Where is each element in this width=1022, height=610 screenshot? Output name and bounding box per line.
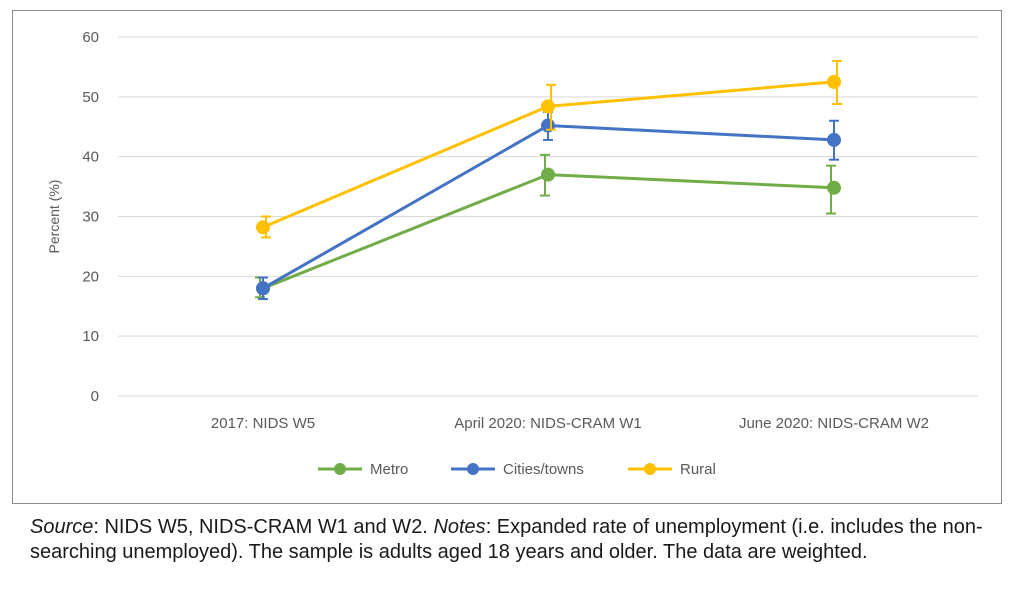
legend-label: Metro bbox=[370, 461, 408, 478]
notes-label: Notes bbox=[433, 516, 486, 538]
y-tick-label: 50 bbox=[82, 89, 99, 106]
data-point bbox=[827, 132, 841, 147]
legend-label: Rural bbox=[680, 461, 716, 478]
x-tick-label: June 2020: NIDS-CRAM W2 bbox=[739, 415, 929, 432]
y-axis-label: Percent (%) bbox=[46, 180, 62, 254]
legend-marker bbox=[467, 463, 479, 475]
series-line-cities-towns bbox=[262, 124, 835, 290]
source-label: Source bbox=[30, 516, 94, 538]
data-point bbox=[541, 99, 555, 114]
legend-label: Cities/towns bbox=[503, 461, 584, 478]
legend-marker bbox=[644, 463, 656, 475]
x-tick-label: 2017: NIDS W5 bbox=[211, 415, 315, 432]
data-point bbox=[541, 167, 555, 182]
chart-frame: 0 10 20 30 40 50 60 Percent (%) 2017: NIDS W5 Apr… bbox=[12, 10, 1002, 504]
y-tick-label: 60 bbox=[82, 29, 99, 46]
data-point bbox=[827, 180, 841, 195]
y-tick-label: 10 bbox=[82, 328, 99, 345]
y-tick-label: 30 bbox=[82, 209, 99, 226]
legend-marker bbox=[334, 463, 346, 475]
line-chart: 0 10 20 30 40 50 60 Percent (%) 2017: NIDS W5 Apr… bbox=[46, 29, 978, 478]
y-tick-label: 20 bbox=[82, 268, 99, 285]
notes-text: : Expanded rate of unemployment (i.e. in… bbox=[30, 516, 983, 563]
x-tick-label: April 2020: NIDS-CRAM W1 bbox=[454, 415, 642, 432]
y-tick-label: 40 bbox=[82, 149, 99, 166]
source-text: : NIDS W5, NIDS-CRAM W1 and W2. bbox=[93, 516, 434, 538]
data-point bbox=[256, 281, 270, 296]
figure-caption: Source: NIDS W5, NIDS-CRAM W1 and W2. No… bbox=[30, 515, 1000, 565]
y-tick-label: 0 bbox=[91, 388, 99, 405]
data-point bbox=[256, 220, 270, 235]
data-point bbox=[827, 74, 841, 89]
